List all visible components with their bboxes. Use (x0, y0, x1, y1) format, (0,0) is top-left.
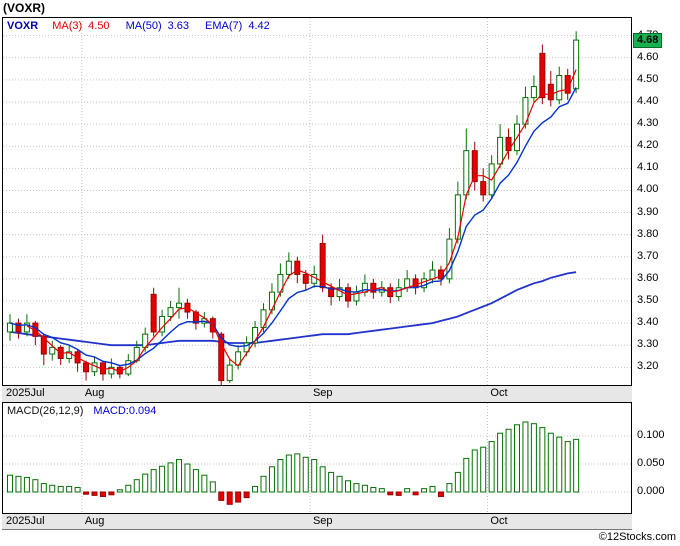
legend-item-ma3: MA(3) 4.50 (52, 20, 110, 32)
candles-layer (7, 31, 580, 385)
macd-axis-tick: 0.050 (637, 457, 665, 469)
price-axis-tick: 3.80 (637, 227, 659, 240)
price-axis-tick: 3.30 (637, 338, 659, 351)
price-axis-tick: 3.40 (637, 316, 659, 329)
x-axis-label-oct: Oct (490, 515, 508, 527)
x-axis-label-2025jul: 2025Jul (6, 387, 45, 399)
price-gridlines (3, 18, 631, 385)
x-axis-label-aug: Aug (84, 515, 105, 527)
price-y-axis: 4.68 4.704.604.504.404.304.204.104.003.9… (633, 0, 680, 546)
ma50-line (9, 271, 577, 347)
price-axis-tick: 3.50 (637, 293, 659, 306)
price-axis-tick: 3.60 (637, 271, 659, 284)
ma3-line (26, 69, 577, 373)
price-chart-canvas (3, 18, 631, 385)
price-axis-tick: 3.20 (637, 360, 659, 373)
price-axis-tick: 4.00 (637, 183, 659, 196)
price-legend: VOXR MA(3) 4.50 MA(50) 3.63 EMA(7) 4.42 (7, 20, 286, 32)
price-axis-tick: 3.90 (637, 205, 659, 218)
legend-item-ema7: EMA(7) 4.42 (205, 20, 270, 32)
x-axis-label-sep: Sep (312, 387, 333, 399)
macd-panel: MACD(26,12,9) MACD:0.094 (2, 402, 632, 514)
ema7-line (9, 87, 577, 367)
macd-axis-tick: 0.100 (637, 429, 665, 441)
x-axis-label-2025jul: 2025Jul (6, 515, 45, 527)
macd-canvas (3, 403, 631, 513)
x-axis-label-sep: Sep (312, 515, 333, 527)
x-axis-label-aug: Aug (84, 387, 105, 399)
x-axis-label-oct: Oct (490, 387, 508, 399)
price-axis-tick: 4.50 (637, 72, 659, 85)
last-price-badge: 4.68 (633, 33, 663, 49)
legend-ticker: VOXR (7, 20, 39, 32)
price-axis-tick: 4.20 (637, 139, 659, 152)
macd-gridlines (3, 403, 631, 513)
legend-item-ma50: MA(50) 3.63 (125, 20, 190, 32)
price-axis-tick: 4.60 (637, 50, 659, 63)
price-chart-panel: VOXR MA(3) 4.50 MA(50) 3.63 EMA(7) 4.42 (2, 17, 632, 386)
macd-label: MACD(26,12,9) (7, 405, 84, 417)
macd-legend: MACD(26,12,9) MACD:0.094 (7, 405, 156, 417)
price-axis-tick: 4.10 (637, 161, 659, 174)
chart-title: (VOXR) (3, 1, 45, 15)
legend-items: MA(3) 4.50 MA(50) 3.63 EMA(7) 4.42 (52, 20, 286, 32)
price-x-axis: 2025Jul Aug Sep Oct (2, 386, 632, 402)
price-axis-tick: 3.70 (637, 249, 659, 262)
macd-x-axis: 2025Jul Aug Sep Oct (2, 514, 632, 530)
macd-value: MACD:0.094 (93, 405, 157, 417)
copyright-link[interactable]: ©12Stocks.com (598, 531, 676, 543)
macd-axis-tick: 0.000 (637, 485, 665, 497)
macd-histogram (7, 421, 580, 505)
price-axis-tick: 4.30 (637, 117, 659, 130)
price-axis-tick: 4.40 (637, 95, 659, 107)
